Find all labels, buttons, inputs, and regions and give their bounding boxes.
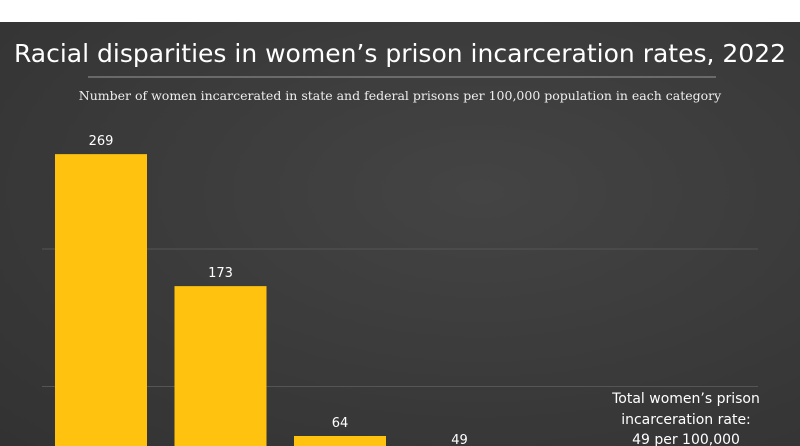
bar: [174, 286, 267, 446]
data-label: 49: [451, 433, 468, 446]
annotation-line-1: Total women’s prison: [611, 391, 760, 407]
bar: [55, 154, 147, 446]
annotation-line-3: 49 per 100,000: [632, 432, 740, 446]
bar-chart: Racial disparities in women’s prison inc…: [14, 39, 786, 446]
data-label: 64: [332, 416, 349, 431]
chart-title: Racial disparities in women’s prison inc…: [14, 39, 786, 68]
bar: [294, 436, 386, 446]
data-label: 173: [208, 266, 233, 281]
annotation-line-2: incarceration rate:: [621, 412, 751, 428]
data-label: 269: [89, 134, 114, 149]
chart-subtitle: Number of women incarcerated in state an…: [79, 88, 722, 103]
chart-area: Racial disparities in women’s prison inc…: [0, 22, 800, 446]
